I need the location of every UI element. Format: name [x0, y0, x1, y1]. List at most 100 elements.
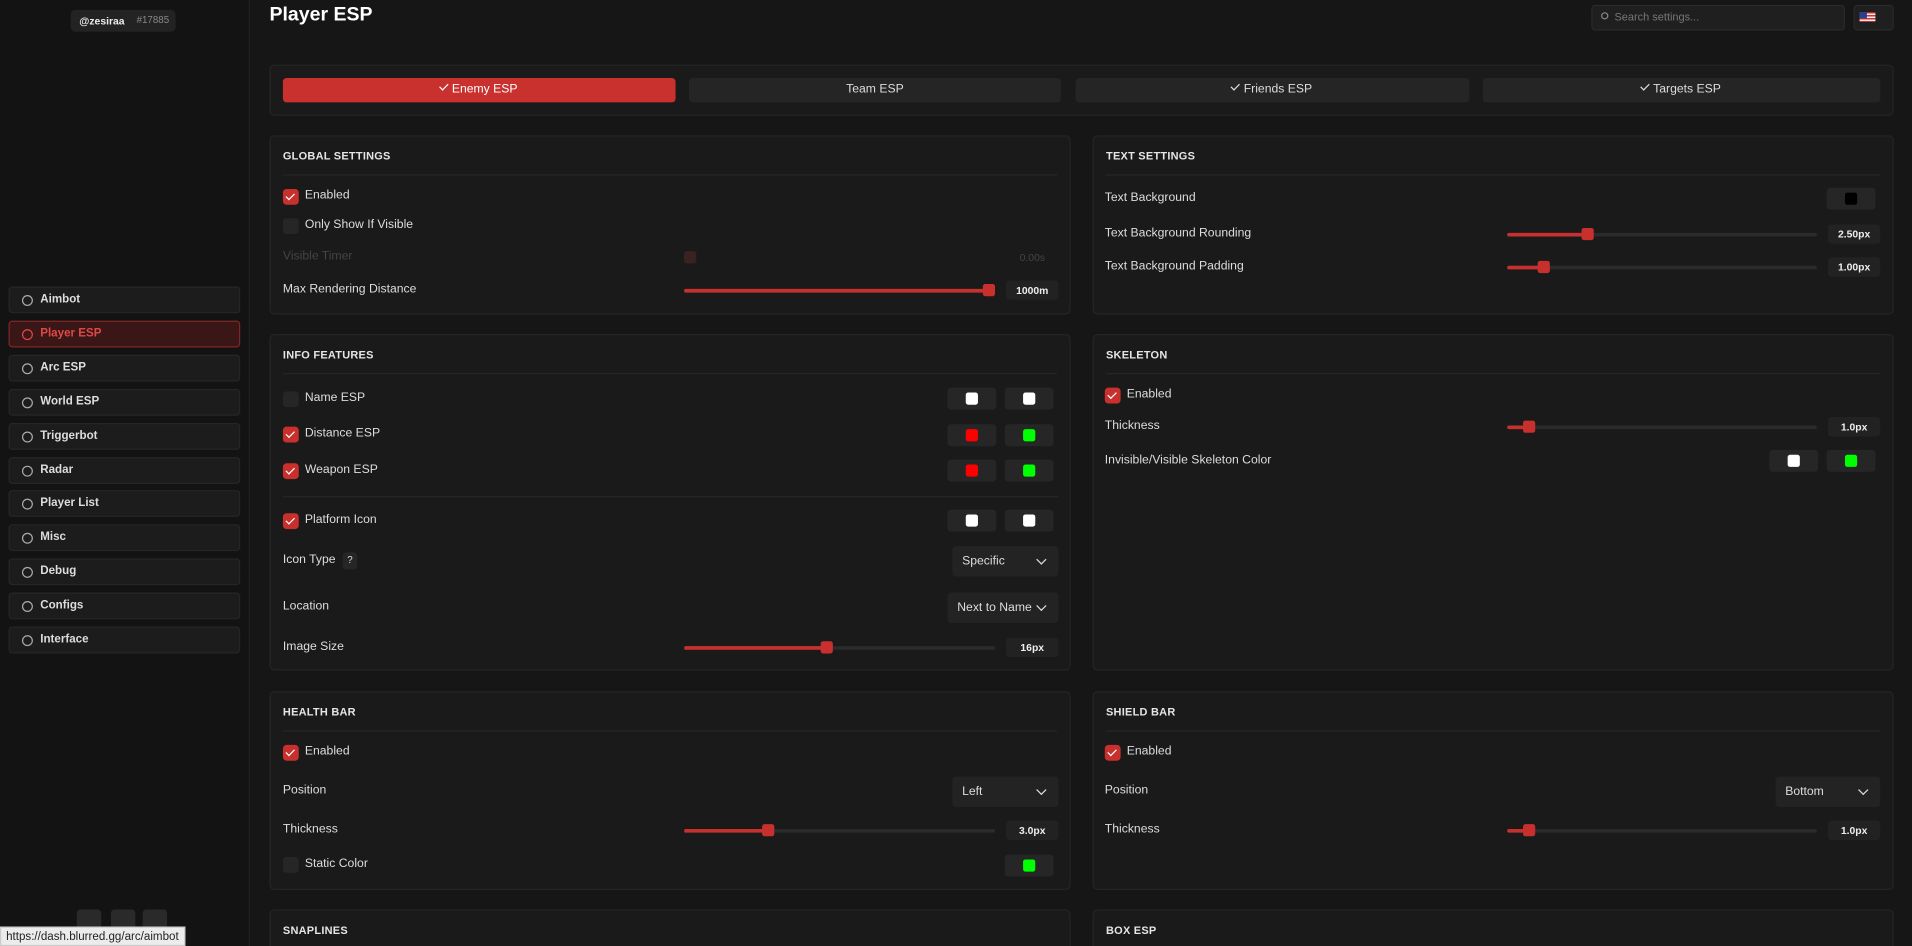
tab[interactable]: Targets ESP	[1482, 78, 1881, 103]
tab-label: Friends ESP	[1243, 82, 1313, 97]
color-button[interactable]	[1004, 387, 1054, 410]
checkbox[interactable]	[282, 390, 299, 407]
color-button[interactable]	[1004, 459, 1054, 482]
checkbox[interactable]	[1104, 744, 1121, 761]
color-button[interactable]	[1004, 509, 1054, 532]
panel	[269, 334, 1071, 671]
color-button[interactable]	[1826, 449, 1876, 472]
label: Only Show If Visible	[304, 218, 414, 232]
slider-knob[interactable]	[1522, 824, 1535, 837]
color-button[interactable]	[1826, 187, 1876, 210]
search-box[interactable]	[1591, 4, 1845, 31]
slider-knob[interactable]	[1538, 260, 1551, 274]
separator	[282, 730, 1058, 732]
nav-item[interactable]: Arc ESP	[8, 354, 241, 382]
slider-knob[interactable]	[821, 641, 834, 654]
nav-item[interactable]: Player ESP	[8, 320, 241, 348]
value-pill: 1000m	[1006, 280, 1059, 300]
color-button[interactable]	[1004, 424, 1054, 447]
separator	[282, 174, 1058, 176]
slider-knob-disabled	[684, 251, 697, 264]
label: Position	[282, 783, 327, 798]
slider-knob[interactable]	[761, 824, 775, 837]
tab[interactable]: Enemy ESP	[282, 78, 676, 103]
nav-icon	[21, 601, 33, 612]
checkbox[interactable]	[282, 744, 299, 761]
label: Search settings...	[1614, 10, 1700, 24]
checkbox[interactable]	[282, 426, 299, 442]
nav-item[interactable]: Aimbot	[8, 286, 241, 314]
nav-item[interactable]: Debug	[8, 558, 241, 586]
slider-track[interactable]	[1507, 424, 1817, 429]
slider-track[interactable]	[1507, 828, 1817, 833]
color-button[interactable]	[947, 424, 997, 447]
panel	[269, 135, 1071, 315]
label: Name ESP	[304, 391, 366, 405]
slider-fill	[1507, 828, 1529, 833]
color-button[interactable]	[947, 459, 997, 482]
search-icon	[1601, 12, 1609, 20]
social-icon[interactable]	[76, 909, 102, 929]
label: Image Size	[282, 640, 344, 654]
label: Weapon ESP	[304, 463, 378, 477]
nav-item[interactable]: Configs	[8, 592, 241, 620]
separator	[1105, 174, 1881, 176]
nav-item[interactable]: Interface	[8, 626, 241, 654]
slider-track[interactable]	[1507, 232, 1817, 236]
nav-icon	[21, 363, 33, 375]
checkbox[interactable]	[282, 512, 299, 529]
color-button[interactable]	[1004, 854, 1054, 877]
tab-check	[1639, 81, 1650, 91]
label: #17885	[136, 14, 170, 26]
tab[interactable]: Team ESP	[688, 78, 1061, 103]
nav-item[interactable]: Radar	[8, 457, 241, 484]
nav-icon	[21, 498, 33, 510]
nav-item[interactable]: Triggerbot	[8, 423, 241, 450]
dropdown[interactable]: Left	[952, 775, 1059, 807]
slider-track[interactable]	[684, 828, 996, 833]
checkbox[interactable]	[282, 217, 299, 234]
checkbox[interactable]	[1104, 387, 1121, 403]
slider-knob[interactable]	[1581, 227, 1594, 241]
nav-item[interactable]: Player List	[8, 490, 241, 517]
dropdown[interactable]: Specific	[952, 545, 1059, 577]
tab-label: Targets ESP	[1653, 82, 1721, 97]
checkbox[interactable]	[282, 188, 299, 205]
slider-knob[interactable]	[1522, 420, 1535, 433]
nav-icon	[21, 635, 33, 647]
label: Enabled	[1126, 744, 1172, 759]
nav-icon	[21, 397, 33, 409]
slider-fill	[1507, 265, 1545, 269]
panel-title: GLOBAL SETTINGS	[282, 149, 391, 163]
nav-item[interactable]: Misc	[8, 524, 241, 552]
nav-item[interactable]: World ESP	[8, 388, 241, 416]
label: Static Color	[304, 857, 368, 871]
color-button[interactable]	[1769, 449, 1819, 472]
panel-title: SHIELD BAR	[1105, 705, 1176, 719]
tab[interactable]: Friends ESP	[1075, 78, 1470, 103]
label: Text Background Padding	[1104, 259, 1244, 274]
social-icon[interactable]	[110, 909, 136, 929]
checkbox[interactable]	[282, 856, 299, 873]
social-icon[interactable]	[142, 909, 168, 929]
help-icon[interactable]: ?	[342, 552, 358, 570]
status-url: https://dash.blurred.gg/arc/aimbot	[0, 926, 185, 946]
tab-check	[1230, 81, 1240, 91]
nav-icon	[21, 295, 33, 306]
checkbox[interactable]	[282, 462, 299, 479]
dropdown[interactable]: Next to Name	[947, 591, 1059, 623]
slider-track[interactable]	[684, 645, 996, 650]
slider-knob[interactable]	[982, 284, 995, 297]
color-button[interactable]	[947, 387, 997, 410]
slider-track[interactable]	[1507, 265, 1817, 269]
dropdown[interactable]: Bottom	[1775, 775, 1881, 807]
value-pill: 3.0px	[1006, 820, 1059, 840]
slider-fill	[684, 288, 989, 292]
label: Thickness	[1104, 419, 1160, 433]
slider-fill	[684, 645, 828, 650]
panel	[1092, 334, 1894, 671]
slider-fill	[684, 828, 769, 833]
color-button[interactable]	[947, 509, 997, 532]
